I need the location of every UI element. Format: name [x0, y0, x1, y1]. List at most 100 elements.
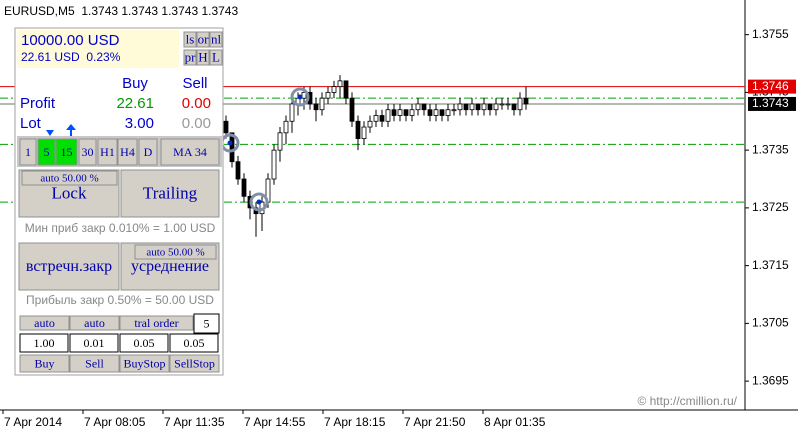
row-label: Lot: [20, 115, 42, 132]
mini-button-label: nl: [211, 31, 222, 46]
candle-body: [337, 80, 343, 88]
column-header: Sell: [182, 75, 207, 92]
candle-body: [427, 109, 433, 116]
mini-button[interactable]: [183, 49, 197, 66]
candle-body: [271, 149, 277, 180]
timeframe-button[interactable]: [78, 138, 97, 166]
x-tick-label: 7 Apr 21:50: [404, 415, 466, 429]
candle-body: [451, 109, 457, 112]
candle-body: [439, 109, 445, 116]
value-input[interactable]: [19, 333, 69, 353]
lot-sell: 0.00: [182, 115, 211, 132]
profit-summary: 22.61 USD 0.23%: [21, 50, 121, 64]
value-input[interactable]: [69, 333, 119, 353]
candle-body: [517, 97, 523, 111]
mode-button-label: auto: [34, 316, 55, 330]
ma-button[interactable]: [160, 138, 220, 166]
x-tick-label: 7 Apr 18:15: [324, 415, 386, 429]
timeframe-button[interactable]: [117, 138, 138, 166]
y-tick-label: 1.3695: [752, 373, 789, 387]
candle-body: [481, 103, 487, 111]
column-header: Buy: [122, 75, 148, 92]
candle-body: [331, 86, 337, 93]
mini-button-label: ls: [186, 31, 195, 46]
ask-label-box: [748, 79, 796, 94]
mode-button[interactable]: [69, 315, 120, 331]
min-profit: Мин приб закр 0.010% = 1.00 USD: [25, 221, 216, 235]
candle-body: [361, 126, 367, 139]
timeframe-button-label: H4: [120, 145, 135, 159]
candle-body: [277, 132, 283, 151]
y-tick-label: 1.3705: [752, 316, 789, 330]
order-button-label: SellStop: [174, 356, 215, 370]
trailing-button[interactable]: [120, 169, 220, 218]
order-marker: [290, 87, 310, 107]
candle-body: [493, 103, 499, 111]
y-tick-label: 1.3735: [752, 142, 789, 156]
tral-value-input[interactable]: [193, 313, 220, 334]
order-button-label: Buy: [34, 356, 54, 370]
timeframe-button[interactable]: [37, 138, 56, 166]
mini-button-label: L: [212, 49, 220, 64]
candle-body: [463, 103, 469, 111]
mini-button[interactable]: [196, 31, 210, 48]
counter-close-button[interactable]: [18, 242, 120, 291]
candle-body: [289, 103, 295, 122]
order-marker-dot: [227, 140, 233, 146]
value-input[interactable]: [169, 333, 219, 353]
averaging-auto-button[interactable]: [134, 244, 217, 260]
order-button[interactable]: [19, 354, 70, 373]
candle-body: [301, 91, 307, 99]
candle-body: [349, 97, 355, 122]
mini-button[interactable]: [209, 49, 223, 66]
bid-label: 1.3743: [752, 96, 789, 110]
candle-body: [223, 120, 229, 134]
mini-button[interactable]: [209, 31, 223, 48]
ask-label: 1.3746: [752, 79, 789, 93]
candle-body: [241, 178, 247, 197]
timeframe-button-label: D: [144, 145, 153, 159]
mini-button[interactable]: [183, 31, 197, 48]
candle-body: [229, 132, 235, 163]
timeframe-button[interactable]: [97, 138, 118, 166]
candle-body: [325, 91, 331, 99]
counter-close-button-label: встречн.закр: [26, 258, 112, 275]
order-button[interactable]: [69, 354, 120, 373]
timeframe-button-label: 1: [25, 145, 31, 159]
value-input-label: 0.05: [134, 336, 155, 350]
profit-sell: 0.00: [182, 95, 211, 112]
candle-body: [523, 97, 529, 105]
timeframe-button[interactable]: [19, 138, 37, 166]
candle-body: [379, 115, 385, 122]
timeframe-button[interactable]: [55, 138, 78, 166]
mini-button-label: or: [198, 31, 210, 46]
lock-auto-button[interactable]: [21, 170, 118, 186]
averaging-auto-button-label: auto 50.00 %: [146, 247, 204, 259]
order-button[interactable]: [119, 354, 170, 373]
mini-button[interactable]: [196, 49, 210, 66]
x-tick-label: 7 Apr 08:05: [84, 415, 146, 429]
value-input[interactable]: [119, 333, 169, 353]
mode-button-label: auto: [84, 316, 105, 330]
x-tick-label: 8 Apr 01:35: [484, 415, 546, 429]
timeframe-button-label: H1: [100, 145, 115, 159]
mode-button[interactable]: [19, 315, 70, 331]
bid-label-box: [748, 96, 796, 111]
mode-button[interactable]: [119, 315, 194, 331]
order-marker: [249, 192, 269, 212]
timeframe-button[interactable]: [138, 138, 158, 166]
candle-body: [355, 120, 361, 139]
value-input-label: 0.01: [84, 336, 105, 350]
mode-button-label: tral order: [134, 316, 178, 330]
candle-body: [457, 103, 463, 111]
y-tick-label: 1.3715: [752, 258, 789, 272]
candle-body: [415, 103, 421, 111]
ma-button-label: MA 34: [173, 145, 207, 159]
order-button[interactable]: [169, 354, 220, 373]
candle-body: [391, 109, 397, 116]
candle-body: [319, 97, 325, 111]
value-input-label: 1.00: [34, 336, 55, 350]
candle-body: [421, 103, 427, 111]
candle-body: [397, 109, 403, 116]
